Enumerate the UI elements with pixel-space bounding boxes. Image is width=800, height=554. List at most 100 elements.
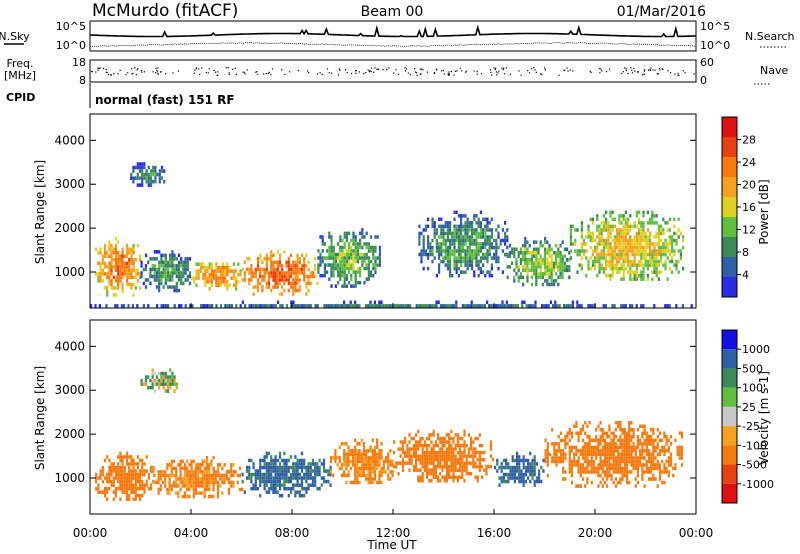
heatmap-cell bbox=[219, 283, 222, 288]
heatmap-cell bbox=[461, 436, 464, 441]
heatmap-cell bbox=[358, 452, 361, 457]
heatmap-cell bbox=[265, 285, 268, 289]
heatmap-cell bbox=[169, 382, 172, 386]
heatmap-cell bbox=[446, 224, 449, 229]
heatmap-cell bbox=[580, 263, 583, 267]
heatmap-cell bbox=[621, 428, 624, 432]
heatmap-cell bbox=[121, 286, 124, 290]
heatmap-cell bbox=[432, 457, 435, 462]
heatmap-cell bbox=[559, 431, 563, 436]
heatmap-cell bbox=[214, 473, 217, 478]
heatmap-cell bbox=[339, 266, 342, 271]
heatmap-cell bbox=[566, 247, 569, 252]
heatmap-cell bbox=[638, 231, 641, 236]
heatmap-cell bbox=[309, 271, 312, 275]
heatmap-cell bbox=[473, 270, 476, 274]
heatmap-cell bbox=[657, 259, 660, 264]
heatmap-cell bbox=[594, 238, 597, 243]
heatmap-cell bbox=[162, 385, 165, 390]
heatmap-cell bbox=[213, 272, 216, 277]
heatmap-cell bbox=[486, 259, 489, 264]
heatmap-cell bbox=[259, 458, 262, 463]
heatmap-cell bbox=[190, 466, 193, 471]
heatmap-cell bbox=[359, 245, 362, 250]
heatmap-cell bbox=[305, 476, 308, 480]
heatmap-cell bbox=[259, 479, 262, 484]
heatmap-cell bbox=[128, 472, 131, 477]
heatmap-cell bbox=[596, 217, 599, 222]
heatmap-cell bbox=[215, 283, 218, 288]
heatmap-cell bbox=[296, 462, 299, 466]
heatmap-cell bbox=[445, 461, 448, 465]
heatmap-cell bbox=[575, 484, 578, 488]
heatmap-cell bbox=[296, 264, 299, 268]
heatmap-cell bbox=[559, 272, 562, 276]
heatmap-cell bbox=[332, 266, 335, 271]
heatmap-cell bbox=[677, 228, 680, 232]
heatmap-cell bbox=[441, 457, 444, 462]
heatmap-cell bbox=[632, 449, 635, 453]
heatmap-cell bbox=[636, 480, 640, 485]
heatmap-cell bbox=[210, 473, 213, 478]
heatmap-cell bbox=[465, 443, 468, 448]
heatmap-cell bbox=[466, 224, 469, 229]
heatmap-cell bbox=[587, 266, 590, 271]
heatmap-cell bbox=[160, 371, 163, 376]
heatmap-cell bbox=[106, 479, 109, 484]
heatmap-cell bbox=[495, 228, 498, 232]
heatmap-cell bbox=[599, 438, 602, 443]
heatmap-cell bbox=[641, 445, 644, 450]
heatmap-cell bbox=[400, 304, 403, 308]
heatmap-cell bbox=[256, 260, 260, 265]
heatmap-cell bbox=[661, 459, 664, 464]
heatmap-cell bbox=[453, 210, 456, 215]
heatmap-cell bbox=[158, 281, 161, 286]
heatmap-cell bbox=[640, 277, 643, 281]
heatmap-cell bbox=[495, 238, 498, 243]
heatmap-cell bbox=[292, 260, 295, 265]
heatmap-cell bbox=[588, 449, 591, 453]
heatmap-cell bbox=[496, 469, 499, 473]
heatmap-cell bbox=[658, 466, 662, 471]
heatmap-cell bbox=[362, 470, 366, 474]
heatmap-cell bbox=[422, 238, 425, 243]
heatmap-cell bbox=[470, 443, 473, 448]
heatmap-cell bbox=[555, 261, 558, 266]
heatmap-cell bbox=[488, 245, 491, 250]
heatmap-cell bbox=[245, 476, 249, 480]
heatmap-cell bbox=[517, 254, 520, 259]
heatmap-cell bbox=[623, 459, 626, 464]
heatmap-cell bbox=[503, 304, 506, 308]
heatmap-cell bbox=[678, 449, 681, 453]
heatmap-cell bbox=[649, 238, 652, 243]
heatmap-cell bbox=[430, 457, 433, 462]
heatmap-cell bbox=[607, 221, 610, 225]
heatmap-cell bbox=[577, 438, 580, 443]
heatmap-cell bbox=[619, 445, 622, 450]
heatmap-cell bbox=[524, 243, 527, 248]
heatmap-cell bbox=[456, 457, 459, 462]
heatmap-cell bbox=[419, 436, 422, 441]
heatmap-cell bbox=[465, 454, 468, 458]
heatmap-cell bbox=[179, 480, 182, 485]
heatmap-cell bbox=[369, 480, 372, 485]
heatmap-cell bbox=[345, 238, 348, 243]
heatmap-cell bbox=[433, 235, 436, 239]
heatmap-cell bbox=[625, 452, 629, 457]
heatmap-cell bbox=[446, 228, 449, 232]
heatmap-cell bbox=[186, 470, 189, 474]
heatmap-cell bbox=[513, 247, 516, 252]
heatmap-cell bbox=[449, 245, 452, 250]
heatmap-cell bbox=[599, 466, 602, 471]
heatmap-cell bbox=[562, 477, 565, 481]
heatmap-cell bbox=[338, 456, 341, 460]
heatmap-cell bbox=[450, 443, 453, 448]
heatmap-cell bbox=[538, 472, 541, 477]
heatmap-cell bbox=[114, 486, 118, 491]
heatmap-cell bbox=[650, 470, 653, 474]
heatmap-cell bbox=[417, 304, 420, 308]
heatmap-cell bbox=[119, 279, 122, 283]
heatmap-cell bbox=[472, 447, 475, 451]
heatmap-cell bbox=[378, 245, 381, 250]
heatmap-cell bbox=[203, 470, 206, 474]
